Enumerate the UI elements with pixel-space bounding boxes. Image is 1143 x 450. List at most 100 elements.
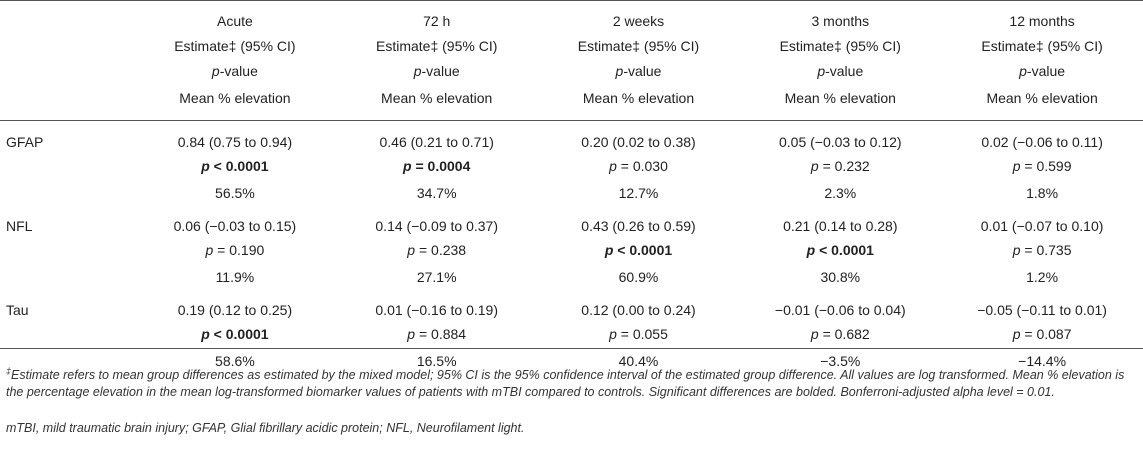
header-mean-label: Mean % elevation <box>986 90 1098 106</box>
header-pvalue-label: p-value <box>134 59 336 84</box>
table-cell: 0.84 (0.75 to 0.94) p < 0.0001 56.5% <box>134 124 336 208</box>
cell-p-letter: p <box>201 326 210 342</box>
cell-p-letter: p <box>201 158 210 174</box>
header-timepoint: 12 months <box>1009 13 1075 29</box>
table-cell: 0.01 (−0.07 to 0.10) p = 0.735 1.2% <box>941 208 1143 292</box>
table-cell: 0.19 (0.12 to 0.25) p < 0.0001 58.6% <box>134 292 336 376</box>
cell-mean-elevation: 1.2% <box>1026 269 1059 285</box>
cell-p-relation: = <box>1024 242 1033 258</box>
cell-mean-elevation: 40.4% <box>618 353 659 369</box>
row-label: NFL <box>6 218 33 234</box>
cell-mean-elevation: 60.9% <box>618 269 659 285</box>
header-timepoint: 2 weeks <box>612 13 665 29</box>
cell-estimate: 0.19 (0.12 to 0.25) <box>177 302 293 318</box>
cell-p-relation: < <box>213 326 222 342</box>
cell-p-value: 0.0004 <box>427 158 471 174</box>
cell-p-letter: p <box>407 242 416 258</box>
cell-p-value: 0.884 <box>431 326 467 342</box>
table-header: Acute Estimate‡ (95% CI) p-value Mean % ele… <box>0 0 1143 124</box>
header-estimate-label: Estimate‡ (95% CI) <box>779 38 901 54</box>
header-pvalue-label: p-value <box>739 59 941 84</box>
header-mean-label: Mean % elevation <box>179 90 291 106</box>
header-mean-label: Mean % elevation <box>381 90 493 106</box>
cell-p-relation: = <box>822 158 831 174</box>
header-pvalue-suffix: -value <box>219 63 258 79</box>
cell-p-value: 0.232 <box>834 158 870 174</box>
cell-pvalue: p = 0.599 <box>941 154 1143 178</box>
header-pvalue-suffix: -value <box>1026 63 1066 79</box>
cell-mean-elevation: 2.3% <box>824 185 857 201</box>
table-body: GFAP 0.84 (0.75 to 0.94) p < 0.0001 56.5% 0.… <box>0 124 1143 376</box>
table-cell: 0.21 (0.14 to 0.28) p < 0.0001 30.8% <box>739 208 941 292</box>
table-cell: −0.05 (−0.11 to 0.01) p = 0.087 −14.4% <box>941 292 1143 376</box>
cell-p-relation: < <box>819 242 828 258</box>
cell-pvalue: p < 0.0001 <box>538 238 740 262</box>
cell-p-relation: < <box>617 242 626 258</box>
cell-p-value: 0.0001 <box>831 242 874 258</box>
cell-mean-elevation: 30.8% <box>820 269 861 285</box>
cell-pvalue: p = 0.238 <box>336 238 538 262</box>
cell-estimate: 0.06 (−0.03 to 0.15) <box>173 218 297 234</box>
cell-p-relation: = <box>822 326 831 342</box>
footnote-abbreviations: mTBI, mild traumatic brain injury; GFAP,… <box>6 421 525 435</box>
cell-mean-elevation: 58.6% <box>215 353 255 369</box>
cell-estimate: 0.01 (−0.16 to 0.19) <box>375 302 498 318</box>
header-estimate-label: Estimate‡ (95% CI) <box>981 38 1103 54</box>
header-estimate-label: Estimate‡ (95% CI) <box>174 38 296 54</box>
cell-pvalue: p = 0.055 <box>538 322 740 346</box>
cell-p-value: 0.682 <box>834 326 870 342</box>
cell-p-value: 0.238 <box>431 242 467 258</box>
cell-p-value: 0.190 <box>229 242 265 258</box>
cell-pvalue: p = 0.682 <box>739 322 941 346</box>
header-mean-label: Mean % elevation <box>784 90 896 106</box>
cell-p-value: 0.087 <box>1036 326 1072 342</box>
header-col-1: Acute Estimate‡ (95% CI) p-value Mean % ele… <box>134 0 336 124</box>
cell-p-letter: p <box>205 242 214 258</box>
cell-p-relation: = <box>217 242 226 258</box>
header-pvalue-label: p-value <box>941 59 1143 84</box>
cell-mean-elevation: 27.1% <box>416 269 457 285</box>
header-pvalue-suffix: -value <box>623 63 662 79</box>
footnote-estimate-text: Estimate refers to mean group difference… <box>6 368 1125 399</box>
header-p-letter: p <box>211 63 220 79</box>
table-cell: 0.05 (−0.03 to 0.12) p = 0.232 2.3% <box>739 124 941 208</box>
table-cell: −0.01 (−0.06 to 0.04) p = 0.682 −3.5% <box>739 292 941 376</box>
table-cell: 0.01 (−0.16 to 0.19) p = 0.884 16.5% <box>336 292 538 376</box>
cell-p-value: 0.599 <box>1036 158 1072 174</box>
header-pvalue-label: p-value <box>336 59 538 84</box>
cell-p-value: 0.030 <box>632 158 668 174</box>
cell-p-letter: p <box>810 158 819 174</box>
cell-estimate: 0.20 (0.02 to 0.38) <box>581 134 696 150</box>
cell-p-letter: p <box>1012 326 1021 342</box>
table-bottom-rule <box>0 348 1143 349</box>
table-cell: 0.46 (0.21 to 0.71) p = 0.0004 34.7% <box>336 124 538 208</box>
cell-pvalue: p = 0.884 <box>336 322 538 346</box>
header-timepoint: Acute <box>216 13 253 29</box>
cell-pvalue: p < 0.0001 <box>134 154 336 178</box>
cell-p-value: 0.0001 <box>225 326 269 342</box>
cell-p-relation: = <box>418 326 428 342</box>
table-row: Tau 0.19 (0.12 to 0.25) p < 0.0001 58.6% 0.0… <box>0 292 1143 376</box>
cell-estimate: 0.84 (0.75 to 0.94) <box>177 134 293 150</box>
header-col-4: 3 months Estimate‡ (95% CI) p-value Mean % … <box>739 0 941 124</box>
cell-mean-elevation: 16.5% <box>416 353 457 369</box>
cell-pvalue: p = 0.232 <box>739 154 941 178</box>
cell-estimate: 0.14 (−0.09 to 0.37) <box>375 218 498 234</box>
results-table: Acute Estimate‡ (95% CI) p-value Mean % ele… <box>0 0 1143 376</box>
cell-estimate: 0.46 (0.21 to 0.71) <box>379 134 494 150</box>
cell-p-value: 0.735 <box>1036 242 1072 258</box>
cell-p-letter: p <box>810 326 819 342</box>
cell-estimate: 0.43 (0.26 to 0.59) <box>581 218 696 234</box>
row-label: GFAP <box>6 134 44 150</box>
header-pvalue-suffix: -value <box>421 63 460 79</box>
cell-mean-elevation: −3.5% <box>820 353 861 369</box>
cell-p-letter: p <box>407 326 416 342</box>
header-pvalue-suffix: -value <box>825 63 864 79</box>
cell-p-value: 0.055 <box>632 326 668 342</box>
cell-p-value: 0.0001 <box>629 242 673 258</box>
table-top-rule <box>0 0 1143 1</box>
cell-p-letter: p <box>806 242 816 258</box>
cell-mean-elevation: −14.4% <box>1018 353 1067 369</box>
cell-p-letter: p <box>609 158 617 174</box>
header-p-letter: p <box>817 63 826 79</box>
